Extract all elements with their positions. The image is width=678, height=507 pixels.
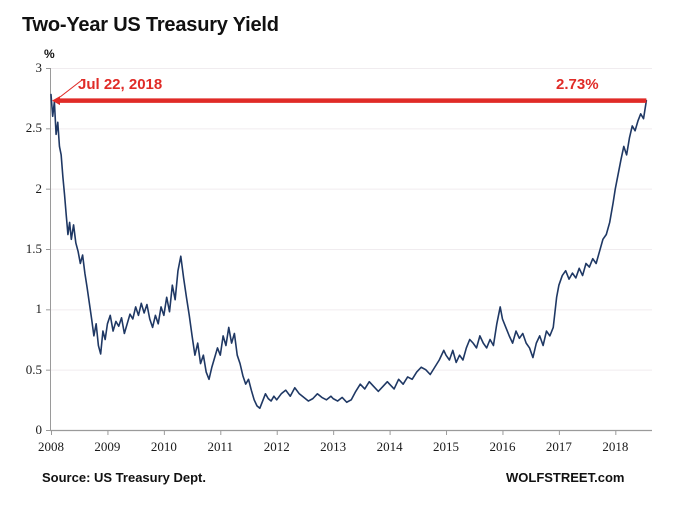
- y-axis-tick-label: 0.5: [25, 361, 42, 377]
- x-axis-tick-label: 2008: [38, 439, 64, 454]
- x-axis-tick-label: 2017: [545, 439, 572, 454]
- page-title: Two-Year US Treasury Yield: [22, 14, 279, 36]
- annotation-leader-line: [59, 79, 83, 98]
- y-axis-tick-label: 0: [35, 422, 43, 437]
- y-axis-unit-label: %: [44, 47, 55, 61]
- x-axis-tick-label: 2016: [489, 439, 516, 454]
- x-axis-tick-label: 2009: [94, 439, 121, 454]
- y-axis-tick-label: 2.5: [25, 120, 42, 136]
- reference-line-arrowhead: [52, 96, 60, 106]
- x-axis-tick-label: 2014: [376, 439, 403, 454]
- axis-ticks: [46, 68, 617, 435]
- y-axis-tick-label: 3: [35, 60, 43, 75]
- watermark: WOLFSTREET.com: [506, 470, 625, 485]
- y-axis-tick-label: 1.5: [25, 241, 42, 256]
- x-axis-tick-label: 2011: [207, 439, 234, 454]
- x-axis-tick-label: 2018: [602, 439, 629, 454]
- x-axis-tick-label: 2010: [150, 439, 177, 454]
- annotation-value-label: 2.73%: [556, 76, 599, 93]
- y-axis-tick-label: 1: [35, 301, 43, 317]
- x-axis-tick-label: 2013: [320, 439, 347, 454]
- x-axis-tick-label: 2012: [263, 439, 290, 454]
- y-axis-tick-label: 2: [35, 180, 43, 196]
- yield-series-line: [50, 93, 648, 410]
- annotation-date-label: Jul 22, 2018: [78, 76, 163, 93]
- x-axis-tick-label: 2015: [433, 439, 460, 454]
- source-note: Source: US Treasury Dept.: [42, 470, 206, 485]
- gridlines: [51, 68, 652, 371]
